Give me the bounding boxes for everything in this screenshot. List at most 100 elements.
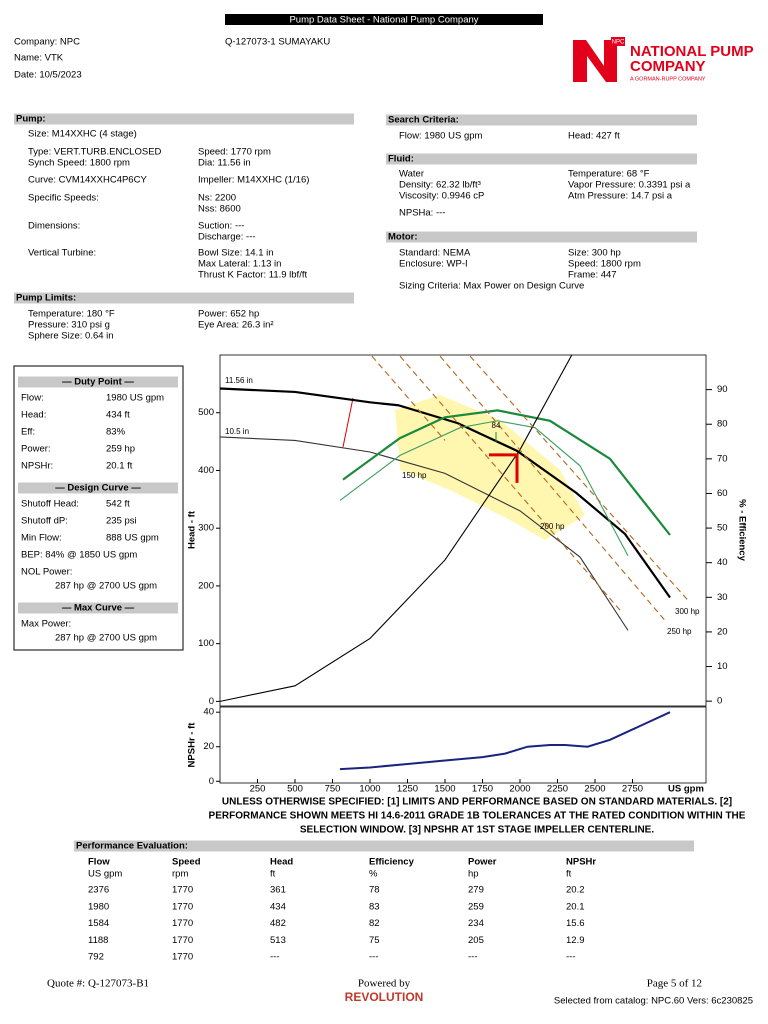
table-cell: 1770 [172,935,193,946]
x-tick-label: 1500 [434,784,455,795]
field: Enclosure: WP-I [399,259,468,270]
head-panel [219,354,707,707]
field: Vertical Turbine: [28,248,96,259]
column-unit: % [369,869,378,880]
field: Water [399,169,424,180]
box-label: Min Flow: [21,533,62,544]
box-value: 287 hp @ 2700 US gpm [55,581,157,592]
field: Density: 62.32 lb/ft³ [399,180,481,191]
footer-powered: Powered by [358,978,411,990]
x-tick-label: 500 [287,784,303,795]
field: Frame: 447 [568,270,617,281]
field: Standard: NEMA [399,248,471,259]
column-header: Speed [172,857,201,868]
field: Max Lateral: 1.13 in [198,259,281,270]
table-cell: 259 [468,901,484,912]
company: Company: NPC [14,37,80,48]
box-value: 235 psi [106,516,137,527]
box-label: Eff: [21,427,35,438]
chart: 0 100 200 300 400 500 0 10 20 30 40 50 60 70 80 90 0 20 40… [187,354,747,795]
y-tick-label: 0 [209,696,214,707]
logo-line1: NATIONAL PUMP [630,43,754,60]
y2-tick-label: 30 [717,592,728,603]
box-label: Flow: [21,393,44,404]
footer-catalog: Selected from catalog: NPC.60 Vers: 6c23… [554,996,753,1007]
field: Vapor Pressure: 0.3391 psi a [568,180,691,191]
field: Pressure: 310 psi g [28,320,110,331]
field: Temperature: 180 °F [28,309,115,320]
x-tick-label: 2250 [547,784,568,795]
x-axis-label: US gpm [668,784,704,795]
column-header: Power [468,857,497,868]
y-axis-label: Head - ft [187,510,198,549]
field: Power: 652 hp [198,309,259,320]
table-cell: 20.2 [566,885,585,896]
box-title: — Max Curve — [62,603,135,614]
column-unit: rpm [172,869,188,880]
x-tick-label: 750 [325,784,341,795]
footer-page: Page 5 of 12 [647,978,702,990]
power-line [469,355,689,601]
design-point [489,453,519,483]
table-cell: 792 [88,952,104,963]
field: Temperature: 68 °F [568,169,650,180]
table-cell: 78 [369,885,380,896]
box-value: 1980 US gpm [106,393,164,404]
table-cell: 1770 [172,952,193,963]
logo-line2: COMPANY [630,58,706,75]
field: Size: M14XXHC (4 stage) [28,129,137,140]
field: Speed: 1770 rpm [198,147,271,158]
field: Synch Speed: 1800 rpm [28,158,130,169]
power-line [439,355,666,621]
x-tick-label: 2750 [622,784,643,795]
logo-badge-text: NPC [612,40,625,46]
y2-tick-label: 0 [717,696,722,707]
y2-tick-label: 70 [717,453,728,464]
table-title: Performance Evaluation: [76,841,188,852]
y2-tick-label: 60 [717,488,728,499]
y-tick-label: 200 [198,580,214,591]
column-header: NPSHr [566,857,596,868]
field: Speed: 1800 rpm [568,259,641,270]
y2-tick-label: 80 [717,419,728,430]
logo-tagline: A GORMAN-RUPP COMPANY [630,76,706,82]
table-cell: 12.9 [566,935,585,946]
field: Curve: CVM14XXHC4P6CY [28,175,147,186]
table-cell: 1770 [172,885,193,896]
y-tick-label: 500 [198,407,214,418]
table-cell: 1770 [172,918,193,929]
box-title: — Design Curve — [55,483,141,494]
field: Suction: --- [198,221,244,232]
sheet-title: Pump Data Sheet - National Pump Company [289,15,478,26]
table-cell: 1980 [88,901,109,912]
section-title: Motor: [388,232,418,243]
section-title: Pump Limits: [16,293,76,304]
date: Date: 10/5/2023 [14,70,82,81]
x-tick-label: 1250 [397,784,418,795]
x-tick-label: 2000 [509,784,530,795]
field: Thrust K Factor: 11.9 lbf/ft [198,270,307,281]
field: Dia: 11.56 in [198,158,251,169]
field: Eye Area: 26.3 in² [198,320,274,331]
trim-range [342,397,354,448]
y-tick-label: 100 [198,638,214,649]
curve-label: 200 hp [540,522,565,531]
bep-label: 84 [492,421,501,430]
table-cell: 205 [468,935,484,946]
curve-label: 150 hp [402,471,427,480]
footer-brand: REVOLUTION [345,990,424,1004]
box-value: 542 ft [106,499,130,510]
y2-axis-label: % - Efficiency [736,499,747,561]
table-cell: 482 [270,918,286,929]
efficiency-curve [342,409,671,536]
field: Type: VERT.TURB.ENCLOSED [28,147,162,158]
field: Head: 427 ft [568,131,620,142]
box-value: 259 hp [106,444,135,455]
field: Flow: 1980 US gpm [399,131,483,142]
logo-mark [573,40,617,82]
field: NPSHa: --- [399,208,445,219]
y-tick-label: 300 [198,523,214,534]
box-label: Power: [21,444,51,455]
table-cell: --- [270,952,280,963]
